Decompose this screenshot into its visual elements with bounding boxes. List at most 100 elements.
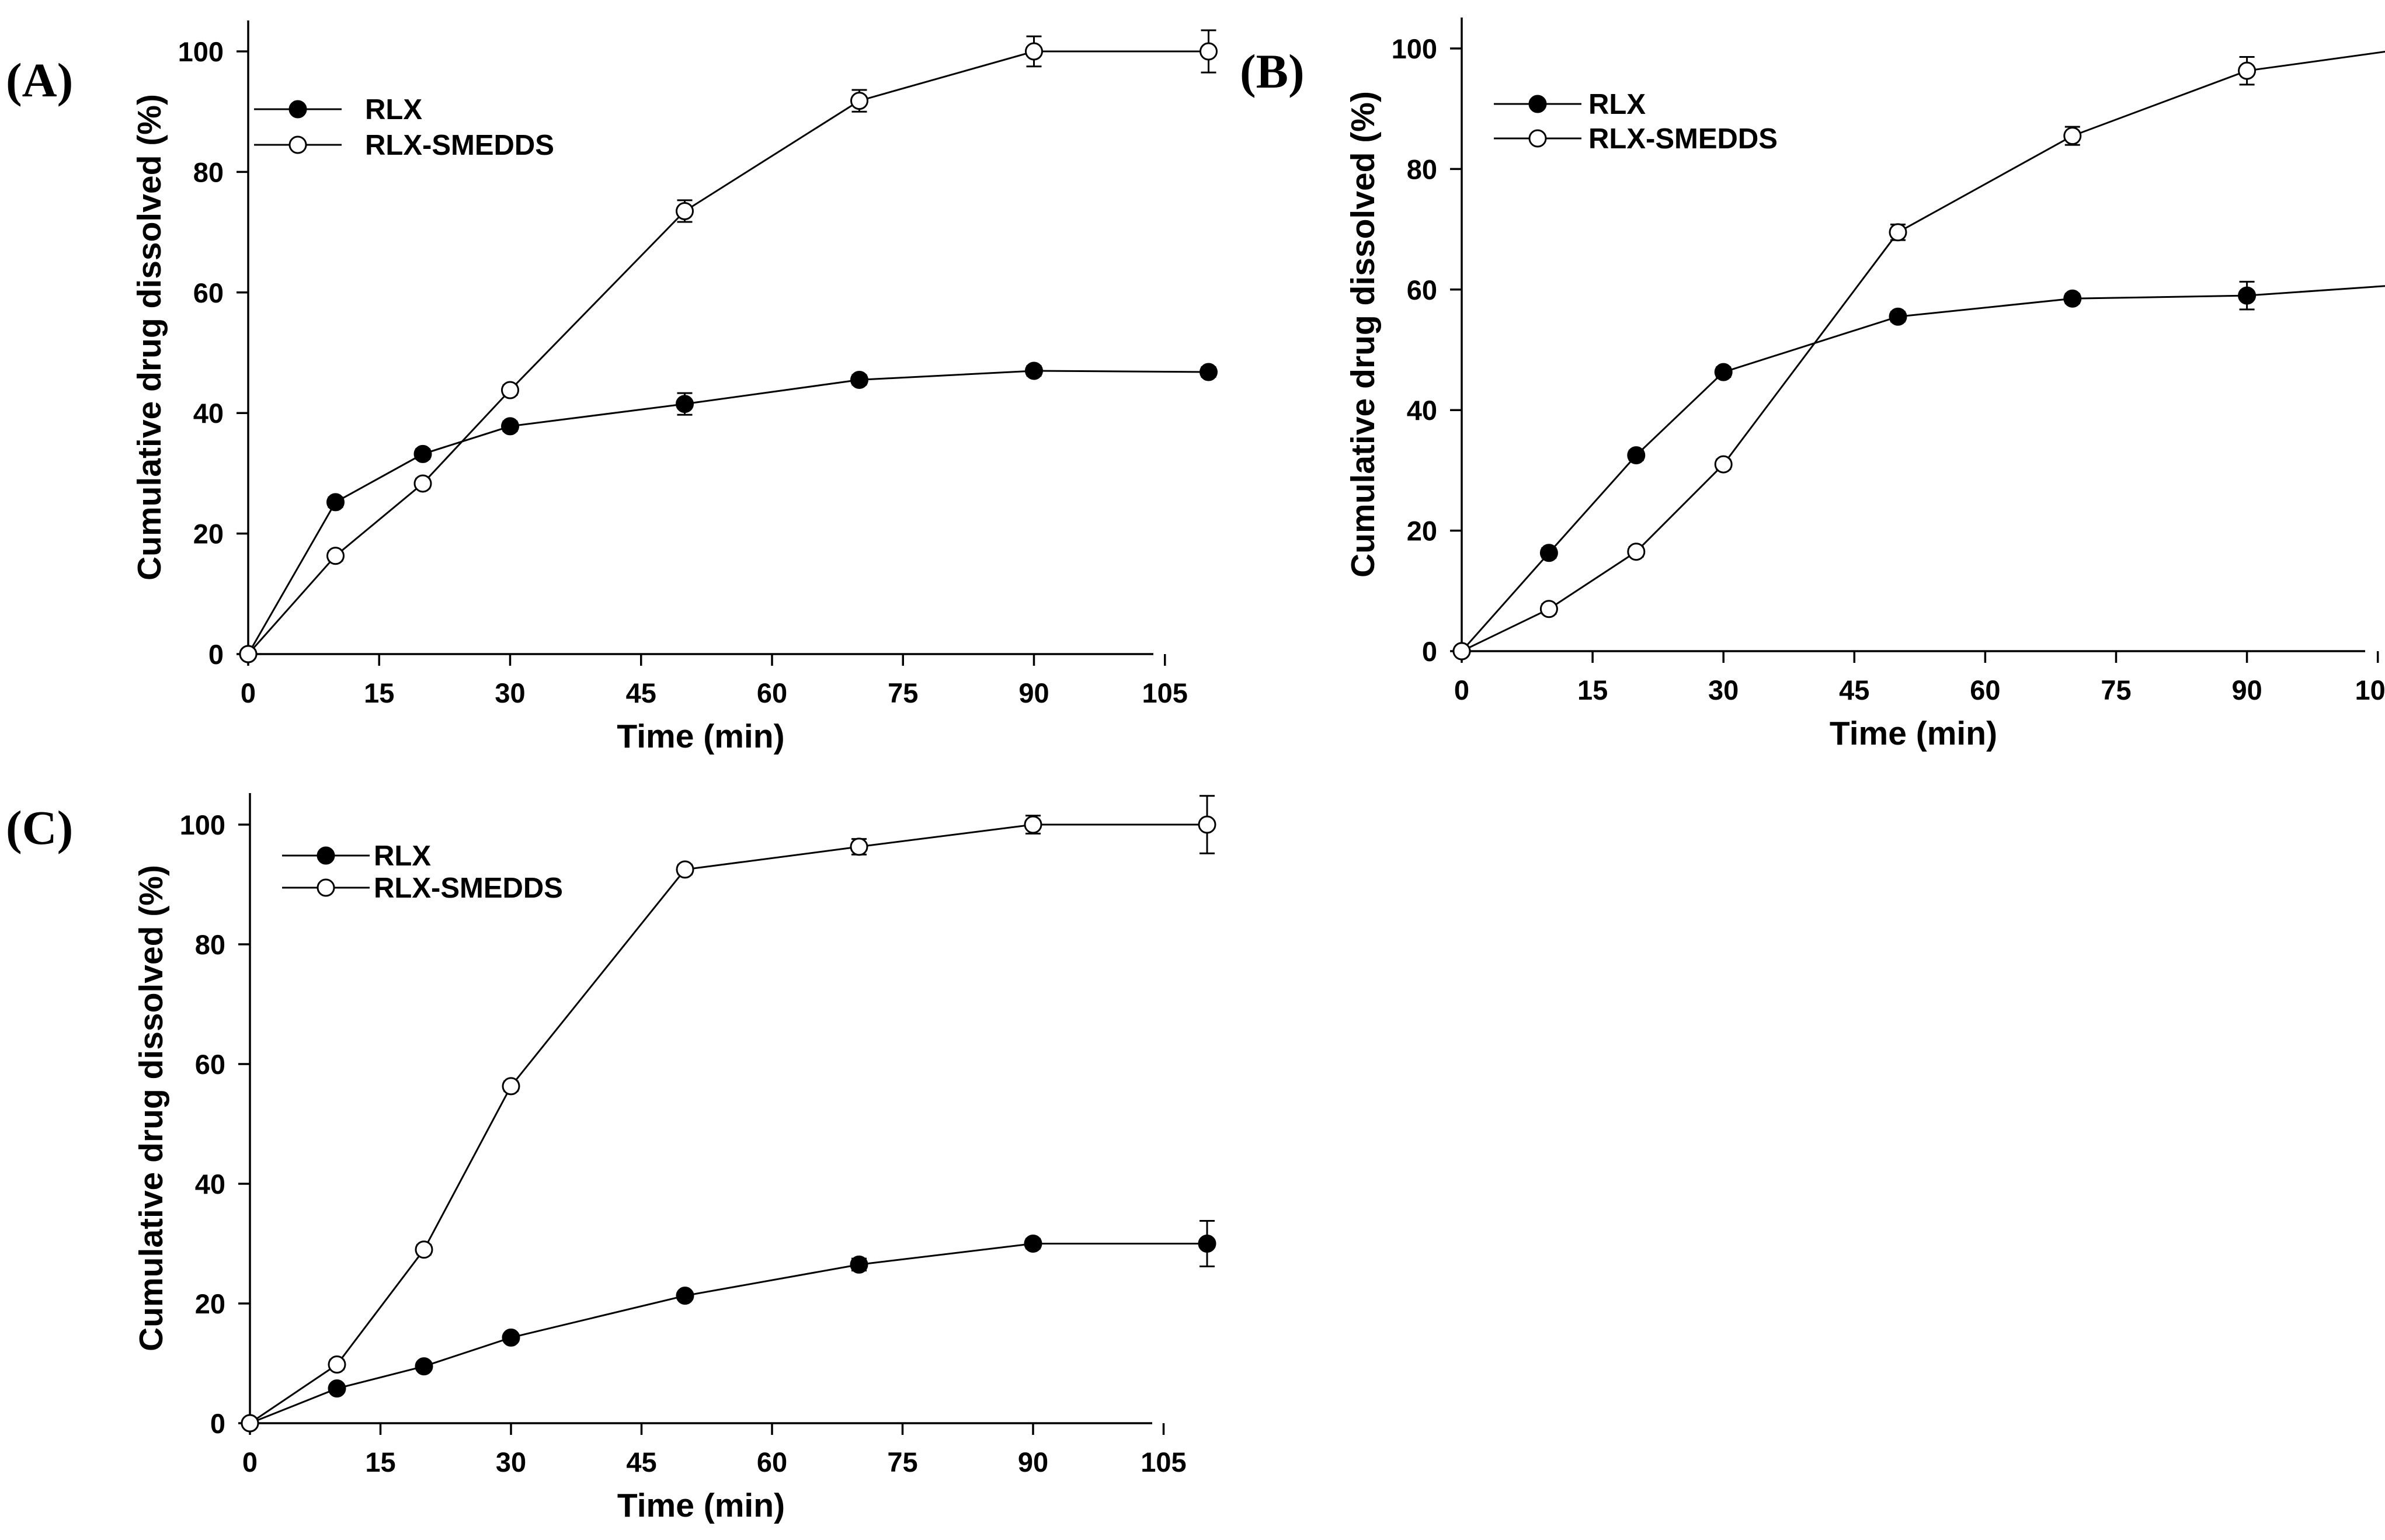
legend-marker — [317, 878, 335, 897]
data-point-rlx-smedds — [1889, 223, 1907, 242]
data-point-rlx-smedds — [415, 1240, 433, 1259]
y-tick-label: 40 — [195, 1169, 225, 1200]
x-tick-label: 30 — [495, 677, 525, 708]
data-point-rlx — [1539, 544, 1558, 562]
data-point-rlx-smedds — [413, 474, 432, 493]
legend-label: RLX-SMEDDS — [374, 872, 563, 904]
x-tick-label: 15 — [365, 1447, 395, 1478]
data-point-rlx — [1198, 1235, 1216, 1253]
data-point-rlx — [2238, 286, 2257, 305]
x-tick-label: 30 — [496, 1447, 526, 1478]
data-point-rlx-smedds — [1539, 600, 1558, 618]
y-axis-title: Cumulative drug dissolved (%) — [131, 94, 168, 580]
panel-label: (B) — [1240, 44, 1305, 98]
data-point-rlx-smedds — [2238, 61, 2257, 80]
legend-label: RLX — [365, 94, 422, 126]
y-tick-label: 0 — [1422, 636, 1437, 667]
y-tick-label: 100 — [180, 809, 225, 840]
data-point-rlx — [850, 370, 868, 389]
data-point-rlx — [850, 1255, 868, 1274]
data-point-rlx — [2063, 289, 2082, 308]
x-tick-label: 75 — [2101, 675, 2131, 705]
data-point-rlx — [1889, 307, 1907, 326]
data-point-rlx-smedds — [676, 201, 694, 220]
data-point-rlx-smedds — [850, 92, 868, 110]
data-point-rlx-smedds — [676, 860, 694, 879]
data-point-rlx-smedds — [501, 381, 519, 399]
series-line-rlx-smedds — [249, 823, 1207, 1424]
y-tick-label: 20 — [1407, 516, 1437, 547]
data-point-rlx-smedds — [1025, 42, 1043, 61]
y-tick-label: 80 — [195, 929, 225, 960]
series-line-rlx — [247, 370, 1209, 655]
data-point-rlx-smedds — [1198, 815, 1216, 834]
x-tick-label: 75 — [887, 1447, 917, 1478]
series-line-rlx-smedds — [1461, 51, 2385, 652]
data-point-rlx-smedds — [2063, 127, 2082, 145]
y-tick-label: 100 — [1392, 33, 1437, 64]
data-point-rlx — [1627, 446, 1646, 465]
data-point-rlx-smedds — [850, 837, 868, 856]
x-tick-label: 45 — [626, 677, 656, 708]
legend-marker — [317, 846, 335, 865]
data-point-rlx — [676, 395, 694, 413]
y-axis-title: Cumulative drug dissolved (%) — [1344, 91, 1382, 578]
panel-label: (C) — [6, 801, 73, 854]
y-tick-label: 20 — [193, 519, 224, 550]
y-tick-label: 0 — [208, 639, 224, 670]
data-point-rlx-smedds — [326, 547, 345, 565]
data-point-rlx-smedds — [239, 645, 258, 663]
y-tick-label: 100 — [178, 36, 224, 67]
series-line-rlx-smedds — [247, 50, 1209, 655]
panel-c: (C) 0 15 30 45 60 75 90 105 0 20 40 60 80 100 Time (min… — [6, 793, 1216, 1524]
data-point-rlx-smedds — [241, 1414, 259, 1433]
legend-marker — [288, 100, 307, 119]
data-point-rlx-smedds — [1627, 543, 1646, 561]
y-tick-label: 60 — [193, 277, 224, 308]
x-axis-title: Time (min) — [617, 718, 784, 755]
x-tick-label: 0 — [241, 677, 256, 708]
legend-label: RLX-SMEDDS — [365, 130, 554, 161]
x-tick-label: 105 — [1142, 677, 1188, 708]
series-line-rlx — [1461, 285, 2385, 652]
data-point-rlx — [676, 1287, 694, 1305]
data-point-rlx-smedds — [1452, 642, 1471, 661]
x-tick-label: 105 — [1141, 1447, 1186, 1478]
legend-label: RLX — [374, 840, 431, 872]
x-tick-label: 45 — [1839, 675, 1869, 705]
y-tick-label: 40 — [193, 398, 224, 429]
x-tick-label: 75 — [888, 677, 918, 708]
x-tick-label: 90 — [1018, 677, 1049, 708]
x-tick-label: 90 — [2231, 675, 2262, 705]
x-tick-label: 60 — [757, 1447, 787, 1478]
series-line-rlx — [249, 1243, 1207, 1424]
data-point-rlx — [413, 444, 432, 463]
panel-a: (A) 0 15 30 45 60 75 90 105 0 20 40 60 80 100 Time (min… — [6, 20, 1218, 755]
x-tick-label: 15 — [364, 677, 394, 708]
x-axis-title: Time (min) — [617, 1487, 785, 1524]
data-point-rlx-smedds — [328, 1355, 346, 1374]
x-tick-label: 60 — [757, 677, 787, 708]
y-tick-label: 60 — [1407, 274, 1437, 305]
y-tick-label: 60 — [195, 1049, 225, 1080]
x-tick-label: 105 — [2355, 675, 2385, 705]
data-point-rlx — [1025, 361, 1043, 380]
legend-marker — [1528, 95, 1547, 113]
data-point-rlx — [1200, 363, 1218, 381]
panel-label: (A) — [6, 53, 73, 107]
x-tick-label: 45 — [626, 1447, 656, 1478]
data-point-rlx-smedds — [1024, 815, 1042, 834]
data-point-rlx-smedds — [502, 1077, 520, 1096]
x-tick-label: 15 — [1577, 675, 1608, 705]
data-point-rlx-smedds — [1200, 42, 1218, 61]
x-tick-label: 60 — [1970, 675, 2000, 705]
data-point-rlx — [502, 1328, 520, 1347]
legend-marker — [288, 135, 307, 154]
x-axis-title: Time (min) — [1830, 715, 1997, 752]
y-axis-title: Cumulative drug dissolved (%) — [133, 865, 170, 1351]
panel-b: (B) 0 15 30 45 60 75 90 105 0 20 40 60 80 100 Time (min… — [1240, 18, 2385, 752]
x-tick-label: 90 — [1018, 1447, 1048, 1478]
data-point-rlx-smedds — [1714, 455, 1733, 474]
x-tick-label: 30 — [1708, 675, 1739, 705]
